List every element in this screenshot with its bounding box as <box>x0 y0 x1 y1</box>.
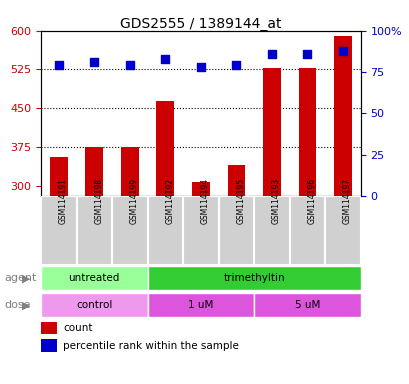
FancyBboxPatch shape <box>254 293 360 317</box>
Bar <box>41 339 57 352</box>
FancyBboxPatch shape <box>147 196 183 265</box>
Point <box>303 51 310 57</box>
FancyBboxPatch shape <box>76 196 112 265</box>
Text: untreated: untreated <box>68 273 120 283</box>
Bar <box>263 68 280 196</box>
Point <box>126 62 133 68</box>
Text: control: control <box>76 300 112 310</box>
Point <box>91 59 97 65</box>
Bar <box>156 101 174 196</box>
Text: GSM114198: GSM114198 <box>94 179 103 224</box>
Point <box>162 56 168 62</box>
FancyBboxPatch shape <box>289 196 324 265</box>
Point <box>268 51 274 57</box>
Point <box>55 62 62 68</box>
FancyBboxPatch shape <box>147 266 360 291</box>
Text: percentile rank within the sample: percentile rank within the sample <box>63 341 239 351</box>
Point <box>233 62 239 68</box>
Text: GSM114194: GSM114194 <box>200 178 209 224</box>
Bar <box>121 147 138 196</box>
FancyBboxPatch shape <box>41 196 76 265</box>
Point <box>197 64 204 70</box>
Text: GSM114195: GSM114195 <box>236 178 245 224</box>
Bar <box>50 157 67 196</box>
Text: count: count <box>63 323 93 333</box>
Text: dose: dose <box>4 300 31 310</box>
FancyBboxPatch shape <box>183 196 218 265</box>
FancyBboxPatch shape <box>41 266 147 291</box>
FancyBboxPatch shape <box>41 293 147 317</box>
Bar <box>41 322 57 334</box>
FancyBboxPatch shape <box>218 196 254 265</box>
FancyBboxPatch shape <box>254 196 289 265</box>
Text: ▶: ▶ <box>22 300 31 310</box>
FancyBboxPatch shape <box>147 293 254 317</box>
FancyBboxPatch shape <box>324 196 360 265</box>
Bar <box>85 147 103 196</box>
Bar <box>333 36 351 196</box>
Text: GSM114191: GSM114191 <box>58 179 67 224</box>
Text: GSM114192: GSM114192 <box>165 179 174 224</box>
Bar <box>191 182 209 196</box>
Text: GSM114199: GSM114199 <box>130 178 139 224</box>
Text: GSM114196: GSM114196 <box>307 178 316 224</box>
FancyBboxPatch shape <box>112 196 147 265</box>
Point <box>339 48 346 54</box>
Text: GSM114193: GSM114193 <box>271 178 280 224</box>
Text: 1 uM: 1 uM <box>188 300 213 310</box>
Bar <box>227 165 245 196</box>
Text: ▶: ▶ <box>22 273 31 283</box>
Text: 5 uM: 5 uM <box>294 300 319 310</box>
Bar <box>298 68 316 196</box>
Text: GDS2555 / 1389144_at: GDS2555 / 1389144_at <box>120 17 281 31</box>
Text: GSM114197: GSM114197 <box>342 178 351 224</box>
Text: trimethyltin: trimethyltin <box>223 273 284 283</box>
Text: agent: agent <box>4 273 36 283</box>
